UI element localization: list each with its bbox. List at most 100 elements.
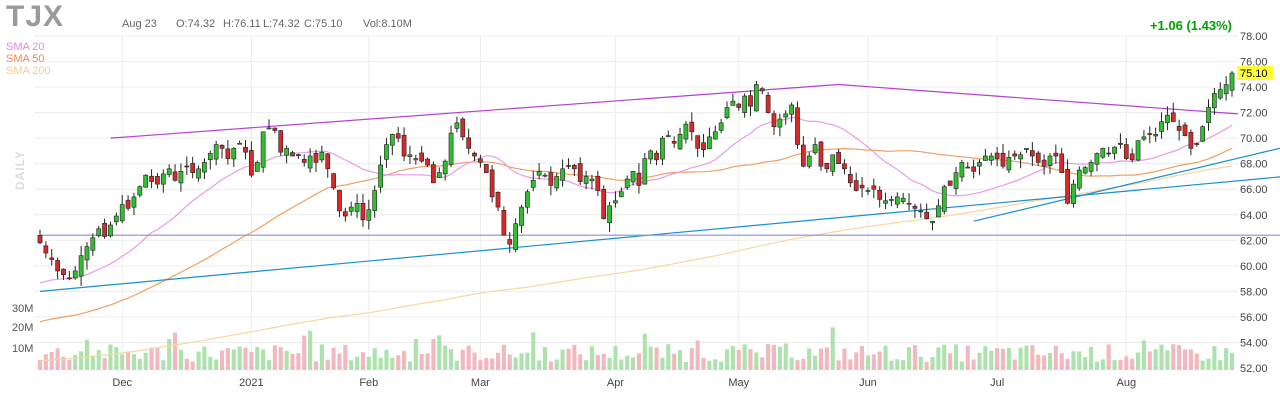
candle-body [630,171,636,183]
candle-body [290,152,295,157]
volume-bar [771,344,777,370]
volume-bar [1200,360,1205,370]
sma20-line [39,116,1233,284]
candle-body [1059,153,1065,173]
moving-averages [39,116,1233,362]
candle-body [196,168,201,179]
candle-body [67,277,72,280]
volume-bar [343,344,348,370]
volume-bar [296,353,301,370]
candle-body [337,189,342,212]
candle-body [1006,157,1012,171]
candle-body [1071,183,1076,204]
candle-body [1123,144,1129,159]
volume-bar [384,349,389,370]
volume-bar [90,355,95,370]
volume-bar [918,356,923,370]
volume-bar [560,349,565,370]
volume-bar [672,353,677,370]
candle-body [131,196,137,208]
candle-body [1088,162,1094,172]
candle-body [401,134,407,157]
candle-body [1212,93,1217,109]
sma50-line [39,147,1233,323]
volume-bar [1053,345,1058,370]
volume-bar [484,357,489,370]
candle-body [1147,133,1153,135]
volume-bar [519,353,524,370]
candle-body [513,223,518,250]
candle-body [624,178,630,188]
candle-body [254,162,260,172]
volume-bar [372,348,377,370]
x-tick-label: Aug [1117,377,1137,389]
candle-body [466,137,472,149]
trendlines [39,83,1280,292]
candle-body [149,175,154,182]
volume-bar [789,357,794,370]
candle-body [642,158,648,185]
volume-bar [67,359,72,370]
candle-body [800,144,806,167]
volume-bar [965,345,970,370]
volume-bar [724,349,730,370]
candle-body [742,95,747,113]
candle-body [607,205,612,224]
candle-body [237,142,243,145]
volume-bar [149,347,154,370]
volume-bar [648,346,653,370]
volume-axis-20m: 20M [12,322,34,334]
candle-body [865,190,871,192]
candle-body [712,131,718,140]
volume-bar [402,350,407,370]
volume-bar [337,353,342,370]
volume-bar [542,347,548,370]
candle-body [389,134,395,146]
candle-body [519,206,524,226]
volume-bar [390,357,395,370]
volume-bar [43,354,48,370]
candle-body [436,172,442,178]
x-tick-label: May [728,377,749,389]
volume-bar [1159,344,1164,370]
candle-body [378,164,383,188]
candle-body [407,154,413,157]
volume-bar [407,361,412,370]
candle-body [783,113,789,118]
volume-bar [531,332,536,370]
candle-body [1065,169,1070,204]
candle-body [160,173,166,185]
volume-bar [830,327,835,370]
candle-body [1106,152,1112,155]
volume-bar [537,360,542,370]
volume-bar [79,351,84,370]
candle-body [166,168,172,175]
volume-bar [953,344,959,370]
candle-body [413,158,419,161]
candle-body [489,169,495,198]
volume-bar [1229,353,1235,370]
candle-body [548,172,554,186]
trendline [973,147,1280,222]
volume-bar [677,350,683,370]
x-tick-label: Apr [607,377,624,389]
candle-body [654,152,659,161]
y-tick-label: 56.00 [1240,312,1268,324]
candle-body [243,146,248,153]
candle-body [853,180,859,191]
volume-bar [736,349,741,370]
volume-bar [308,330,313,370]
candle-body [777,118,783,128]
volume-bar [360,352,366,370]
candle-body [137,186,143,196]
candle-body [296,154,301,156]
volume-bar [396,355,401,370]
candle-body [372,190,378,211]
volume-bar [460,349,465,370]
volume-value: Vol:8.10M [363,18,412,30]
candle-body [830,154,836,172]
volume-bar [126,351,131,370]
volume-bar [1077,351,1082,370]
candle-body [442,160,448,175]
